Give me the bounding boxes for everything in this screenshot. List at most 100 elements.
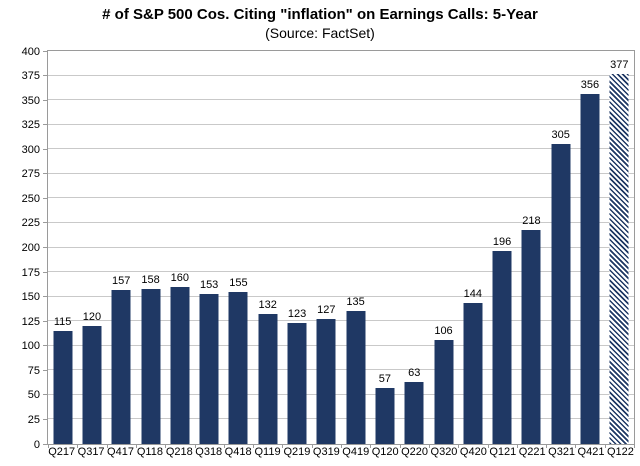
x-tick-label: Q219 (283, 446, 311, 458)
y-tick-label: 225 (21, 217, 40, 230)
bar-Q221 (521, 229, 541, 444)
bar-Q420 (463, 302, 483, 444)
y-axis-tick (43, 222, 47, 224)
gridline (48, 246, 634, 248)
bar-cell: 120 (77, 51, 106, 444)
bar-value-label: 155 (229, 276, 248, 289)
bar-cell: 153 (194, 51, 223, 444)
x-axis-tick (311, 444, 313, 448)
bar-Q418 (228, 291, 248, 444)
x-axis-tick (516, 444, 518, 448)
x-tick-label: Q122 (606, 446, 634, 458)
y-tick-label: 300 (21, 143, 40, 156)
bar-value-label: 158 (141, 273, 160, 286)
bar-cell: 160 (165, 51, 194, 444)
y-tick-label: 100 (21, 340, 40, 353)
y-tick-label: 150 (21, 291, 40, 304)
y-axis-tick (43, 418, 47, 420)
x-axis-labels: Q217 Q317 Q417 Q118 Q218 Q318 Q418 Q119 Q219 Q319… (47, 446, 635, 458)
gridline (48, 99, 634, 101)
bar-value-label: 120 (82, 311, 102, 324)
y-tick-label: 25 (27, 413, 40, 426)
bar-Q318 (199, 293, 219, 444)
bar-Q319 (316, 319, 336, 444)
bar-Q317 (82, 326, 102, 444)
y-tick-label: 250 (21, 192, 40, 205)
y-axis-tick (43, 345, 47, 347)
x-tick-label: Q318 (195, 446, 223, 458)
bar-value-label: 135 (346, 296, 365, 309)
y-tick-label: 175 (21, 266, 40, 279)
x-tick-label: Q119 (254, 446, 281, 458)
x-axis-tick (370, 444, 372, 448)
x-axis-tick (77, 444, 79, 448)
y-axis-tick (43, 124, 47, 126)
y-tick-label: 350 (21, 94, 40, 107)
bar-cell: 106 (429, 51, 458, 444)
y-tick-label: 400 (21, 45, 40, 58)
y-axis-tick (43, 99, 47, 101)
bar-value-label: 218 (522, 214, 541, 227)
bar-hatched-Q122 (609, 73, 629, 444)
bar-Q120 (375, 388, 395, 444)
gridline (48, 418, 634, 420)
y-axis-tick (43, 443, 47, 445)
bar-Q119 (258, 314, 278, 444)
y-axis-tick (43, 148, 47, 150)
x-axis-tick (341, 444, 342, 448)
x-axis-tick (194, 444, 196, 448)
bar-cell: 144 (458, 51, 487, 444)
x-tick-label: Q217 (48, 446, 76, 458)
bar-Q121 (492, 251, 512, 444)
x-tick-label: Q319 (312, 446, 340, 458)
x-axis-tick (546, 444, 548, 448)
y-axis-tick (43, 296, 47, 298)
gridline (48, 74, 634, 76)
x-tick-label: Q120 (371, 446, 399, 458)
x-tick-label: Q121 (489, 446, 517, 458)
bar-cell: 196 (487, 51, 516, 444)
gridline (48, 148, 634, 150)
bar-cell: 132 (253, 51, 282, 444)
x-tick-label: Q420 (459, 446, 487, 458)
x-tick-label: Q417 (107, 446, 134, 458)
bar-value-label: 106 (434, 324, 453, 337)
bar-cell: 155 (224, 51, 253, 444)
x-tick-label: Q421 (577, 446, 605, 458)
x-axis-tick (48, 444, 49, 448)
bar-value-label: 157 (112, 274, 131, 287)
y-tick-label: 200 (21, 242, 40, 254)
y-tick-label: 50 (27, 389, 40, 402)
bar-Q321 (551, 144, 571, 444)
bar-value-label: 305 (551, 129, 570, 142)
gridline (48, 344, 634, 346)
bar-value-label: 115 (53, 316, 72, 329)
x-tick-label: Q418 (224, 446, 252, 458)
chart-subtitle: (Source: FactSet) (265, 25, 375, 41)
x-axis-tick (604, 444, 606, 448)
bars-layer: 115 120 157 158 160 153 155 132 123 127 135 57 63 106… (48, 51, 634, 444)
x-tick-label: Q317 (77, 446, 105, 458)
bar-cell: 57 (370, 51, 399, 444)
y-axis-tick (43, 197, 47, 199)
bar-value-label: 57 (378, 373, 392, 385)
bar-value-label: 356 (580, 79, 600, 92)
gridline (48, 197, 634, 199)
x-tick-label: Q221 (518, 446, 546, 458)
y-axis-tick (43, 320, 47, 322)
x-axis-tick (458, 444, 460, 448)
bar-cell: 127 (312, 51, 341, 444)
y-tick-label: 75 (27, 364, 40, 377)
y-tick-label: 125 (21, 315, 40, 328)
bar-value-label: 160 (170, 271, 190, 284)
bar-value-label: 144 (463, 287, 482, 300)
x-axis-tick (223, 444, 225, 448)
bar-Q217 (53, 331, 73, 444)
bar-value-label: 123 (287, 308, 307, 321)
bar-Q219 (287, 323, 307, 444)
bar-cell: 158 (136, 51, 165, 444)
bar-cell: 63 (400, 51, 429, 444)
gridline (48, 221, 634, 223)
bar-Q118 (141, 288, 161, 444)
x-tick-label: Q220 (401, 446, 429, 458)
